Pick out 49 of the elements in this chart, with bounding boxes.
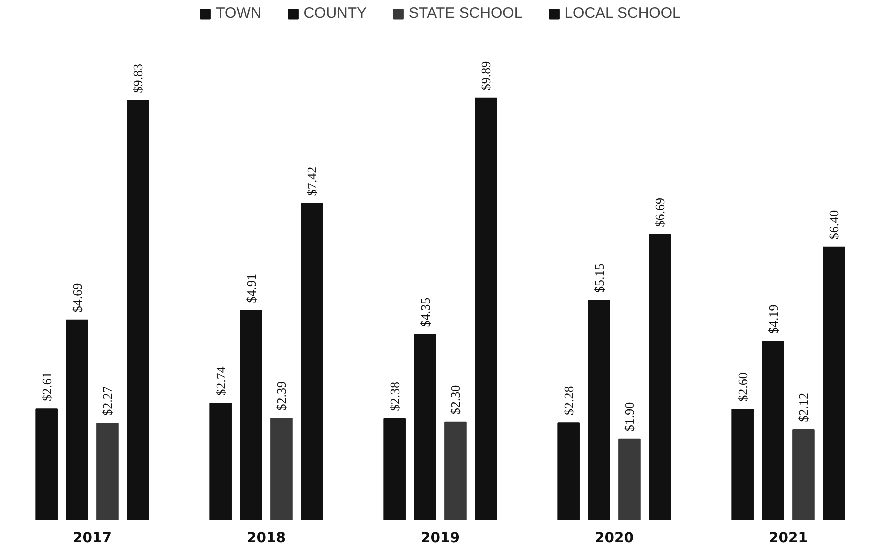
bar — [384, 418, 406, 520]
legend-label: COUNTY — [304, 5, 368, 22]
data-label: $6.40 — [826, 210, 842, 240]
data-label: $4.91 — [244, 274, 259, 304]
bar — [558, 422, 580, 520]
bar — [36, 408, 58, 520]
data-label: $2.74 — [213, 366, 228, 396]
x-tick-label: 2020 — [595, 530, 634, 546]
data-label: $6.69 — [652, 198, 668, 228]
data-label: $2.60 — [735, 372, 750, 402]
legend-label: TOWN — [216, 5, 262, 22]
bar — [475, 98, 498, 520]
data-label: $9.89 — [478, 61, 494, 91]
bar — [823, 246, 846, 520]
bar — [414, 334, 436, 520]
data-label: $2.38 — [387, 382, 402, 412]
bar — [127, 100, 150, 520]
bar — [792, 430, 815, 520]
data-label: $2.30 — [448, 385, 464, 415]
bar — [732, 409, 754, 520]
bar — [240, 310, 262, 520]
bar — [270, 418, 293, 520]
data-label: $4.35 — [418, 298, 433, 328]
bar — [210, 403, 232, 520]
data-label: $4.19 — [766, 304, 781, 334]
bar — [649, 234, 672, 520]
x-tick-label: 2017 — [73, 530, 112, 546]
data-label: $7.42 — [304, 166, 320, 196]
legend-label: STATE SCHOOL — [409, 5, 523, 22]
bar — [66, 320, 88, 520]
data-label: $9.83 — [130, 64, 146, 94]
legend-label: LOCAL SCHOOL — [564, 5, 681, 22]
data-label: $2.27 — [100, 386, 116, 416]
data-label: $4.69 — [70, 283, 85, 313]
bar — [588, 300, 610, 520]
data-label: $2.39 — [274, 382, 290, 411]
data-label: $2.12 — [796, 393, 812, 422]
data-label: $2.28 — [561, 386, 576, 416]
data-label: $2.61 — [39, 372, 54, 402]
x-tick-label: 2021 — [769, 530, 808, 546]
x-tick-label: 2019 — [421, 530, 460, 546]
bar — [444, 422, 467, 520]
data-label: $5.15 — [592, 264, 607, 293]
bar — [96, 423, 119, 520]
bar — [762, 341, 784, 520]
x-tick-label: 2018 — [247, 530, 286, 546]
bar — [301, 203, 324, 520]
data-label: $1.90 — [622, 402, 638, 432]
bar — [618, 438, 641, 520]
